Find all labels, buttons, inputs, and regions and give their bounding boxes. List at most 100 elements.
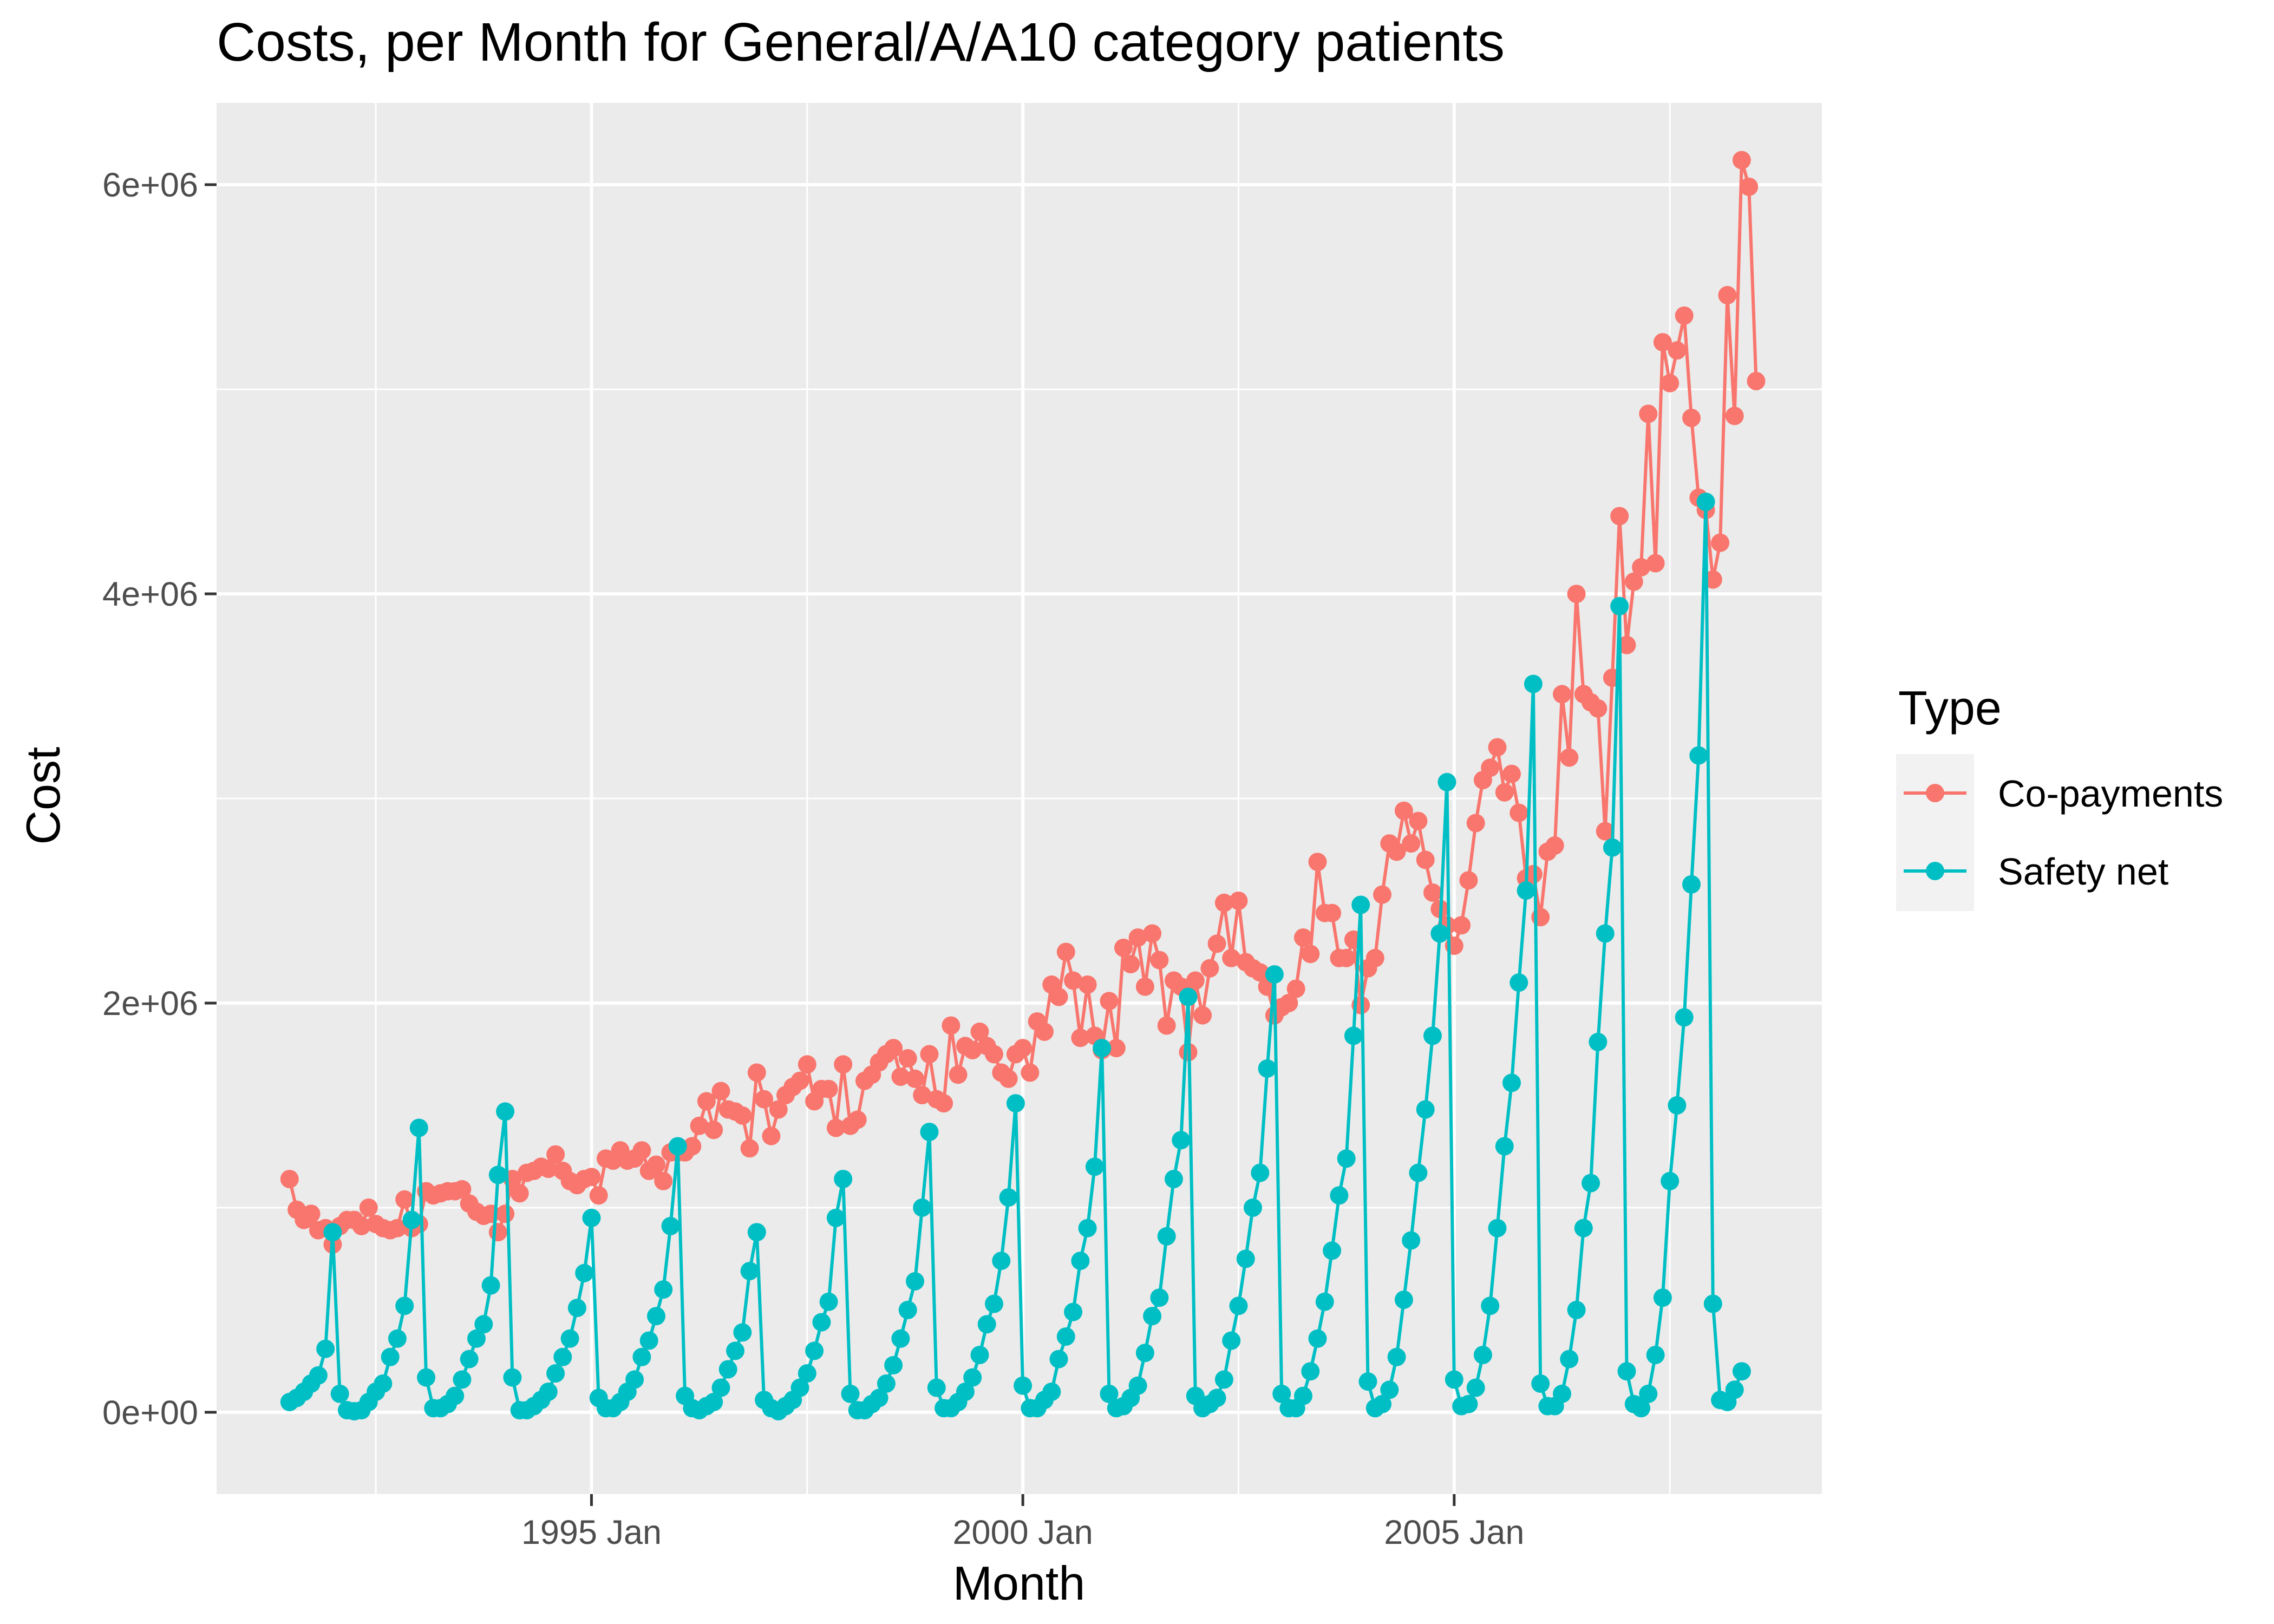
data-point-co-payments [1014, 1039, 1033, 1058]
data-point-co-payments [1214, 893, 1233, 912]
data-point-safety-net [740, 1262, 759, 1280]
data-point-safety-net [654, 1280, 673, 1299]
data-point-safety-net [1495, 1137, 1514, 1156]
data-point-safety-net [1071, 1252, 1090, 1271]
legend-item-safety-net: Safety net [1904, 850, 2168, 893]
data-point-co-payments [1114, 938, 1133, 957]
data-point-safety-net [1244, 1198, 1262, 1217]
data-point-safety-net [1006, 1094, 1025, 1113]
data-point-co-payments [1524, 865, 1543, 883]
data-point-safety-net [1373, 1394, 1391, 1413]
data-point-safety-net [661, 1216, 680, 1235]
data-point-co-payments [582, 1168, 601, 1187]
data-point-co-payments [1725, 407, 1744, 425]
data-point-co-payments [798, 1055, 816, 1074]
data-point-safety-net [553, 1347, 572, 1366]
data-point-safety-net [481, 1276, 500, 1295]
data-point-safety-net [1574, 1219, 1593, 1237]
data-point-co-payments [1703, 570, 1722, 589]
data-point-co-payments [1121, 955, 1140, 974]
data-point-safety-net [956, 1383, 975, 1401]
data-point-co-payments [949, 1065, 968, 1084]
data-point-co-payments [1021, 1063, 1040, 1082]
data-point-safety-net [1416, 1100, 1435, 1119]
data-point-safety-net [1207, 1389, 1226, 1407]
data-point-safety-net [1272, 1384, 1291, 1403]
data-point-co-payments [1653, 333, 1672, 352]
data-point-safety-net [1560, 1350, 1579, 1368]
data-point-co-payments [985, 1045, 1003, 1064]
data-point-safety-net [1179, 987, 1198, 1006]
data-point-co-payments [1251, 963, 1270, 982]
data-point-safety-net [1402, 1231, 1421, 1250]
data-point-co-payments [1222, 948, 1241, 967]
data-point-co-payments [1200, 959, 1219, 978]
data-point-co-payments [819, 1079, 838, 1098]
data-point-co-payments [1056, 942, 1075, 961]
data-point-safety-net [834, 1170, 853, 1188]
data-point-safety-net [884, 1355, 903, 1374]
data-point-safety-net [1703, 1294, 1722, 1313]
data-point-safety-net [726, 1341, 744, 1360]
data-point-safety-net [496, 1102, 515, 1121]
data-point-safety-net [1165, 1170, 1183, 1188]
data-point-co-payments [970, 1022, 989, 1041]
data-point-co-payments [1466, 814, 1485, 833]
data-point-safety-net [877, 1374, 896, 1393]
data-point-safety-net [1323, 1241, 1342, 1260]
data-point-co-payments [1452, 916, 1471, 935]
data-point-co-payments [1646, 554, 1665, 573]
data-point-safety-net [1517, 881, 1535, 900]
x-axis: 1995 Jan 2000 Jan 2005 Jan [521, 1494, 1524, 1551]
data-point-co-payments [999, 1069, 1018, 1088]
data-point-safety-net [1078, 1219, 1097, 1237]
data-point-co-payments [1639, 404, 1658, 423]
data-point-safety-net [381, 1347, 400, 1366]
data-point-safety-net [1553, 1384, 1571, 1403]
data-point-safety-net [927, 1378, 946, 1397]
data-point-safety-net [546, 1364, 565, 1383]
data-point-safety-net [819, 1292, 838, 1311]
data-point-safety-net [1258, 1059, 1277, 1078]
data-point-co-payments [1553, 685, 1571, 704]
data-point-safety-net [330, 1384, 349, 1403]
data-point-safety-net [733, 1323, 752, 1342]
data-point-safety-net [1473, 1346, 1492, 1364]
data-point-safety-net [1481, 1296, 1500, 1315]
data-point-safety-net [1085, 1157, 1104, 1176]
data-point-co-payments [280, 1170, 299, 1188]
data-point-safety-net [1445, 1370, 1463, 1389]
data-point-safety-net [1617, 1362, 1636, 1381]
data-point-co-payments [1747, 372, 1766, 390]
data-point-safety-net [460, 1350, 479, 1368]
data-point-safety-net [913, 1198, 932, 1217]
data-point-co-payments [697, 1092, 716, 1111]
data-point-co-payments [395, 1190, 414, 1209]
data-point-co-payments [1193, 1006, 1212, 1025]
data-point-co-payments [1394, 801, 1413, 820]
data-point-co-payments [920, 1045, 939, 1064]
data-point-co-payments [1502, 764, 1521, 783]
data-point-safety-net [488, 1165, 507, 1184]
data-point-safety-net [1459, 1394, 1478, 1413]
data-point-safety-net [1632, 1399, 1651, 1418]
data-point-co-payments [510, 1184, 529, 1203]
legend-key-point [1926, 784, 1944, 802]
data-point-safety-net [1135, 1344, 1154, 1363]
data-point-co-payments [1301, 945, 1320, 964]
data-point-safety-net [977, 1315, 996, 1334]
data-point-co-payments [762, 1127, 781, 1145]
data-point-safety-net [1308, 1329, 1327, 1348]
data-point-co-payments [769, 1100, 788, 1119]
data-point-co-payments [1495, 783, 1514, 802]
data-point-co-payments [1545, 836, 1564, 855]
data-point-safety-net [395, 1296, 414, 1315]
data-point-safety-net [323, 1223, 342, 1242]
data-point-co-payments [1567, 585, 1586, 604]
data-point-co-payments [654, 1171, 673, 1190]
data-point-safety-net [1423, 1026, 1442, 1045]
data-point-co-payments [1718, 286, 1737, 305]
data-point-co-payments [632, 1141, 651, 1160]
data-point-safety-net [1049, 1350, 1068, 1368]
data-point-safety-net [704, 1392, 723, 1411]
